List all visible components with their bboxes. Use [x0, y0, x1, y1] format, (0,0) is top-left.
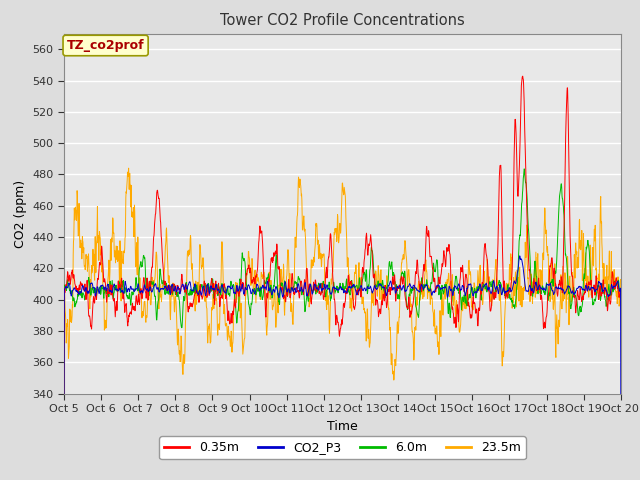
Text: TZ_co2prof: TZ_co2prof: [67, 39, 145, 52]
Y-axis label: CO2 (ppm): CO2 (ppm): [14, 180, 27, 248]
X-axis label: Time: Time: [327, 420, 358, 432]
Legend: 0.35m, CO2_P3, 6.0m, 23.5m: 0.35m, CO2_P3, 6.0m, 23.5m: [159, 436, 525, 459]
Title: Tower CO2 Profile Concentrations: Tower CO2 Profile Concentrations: [220, 13, 465, 28]
